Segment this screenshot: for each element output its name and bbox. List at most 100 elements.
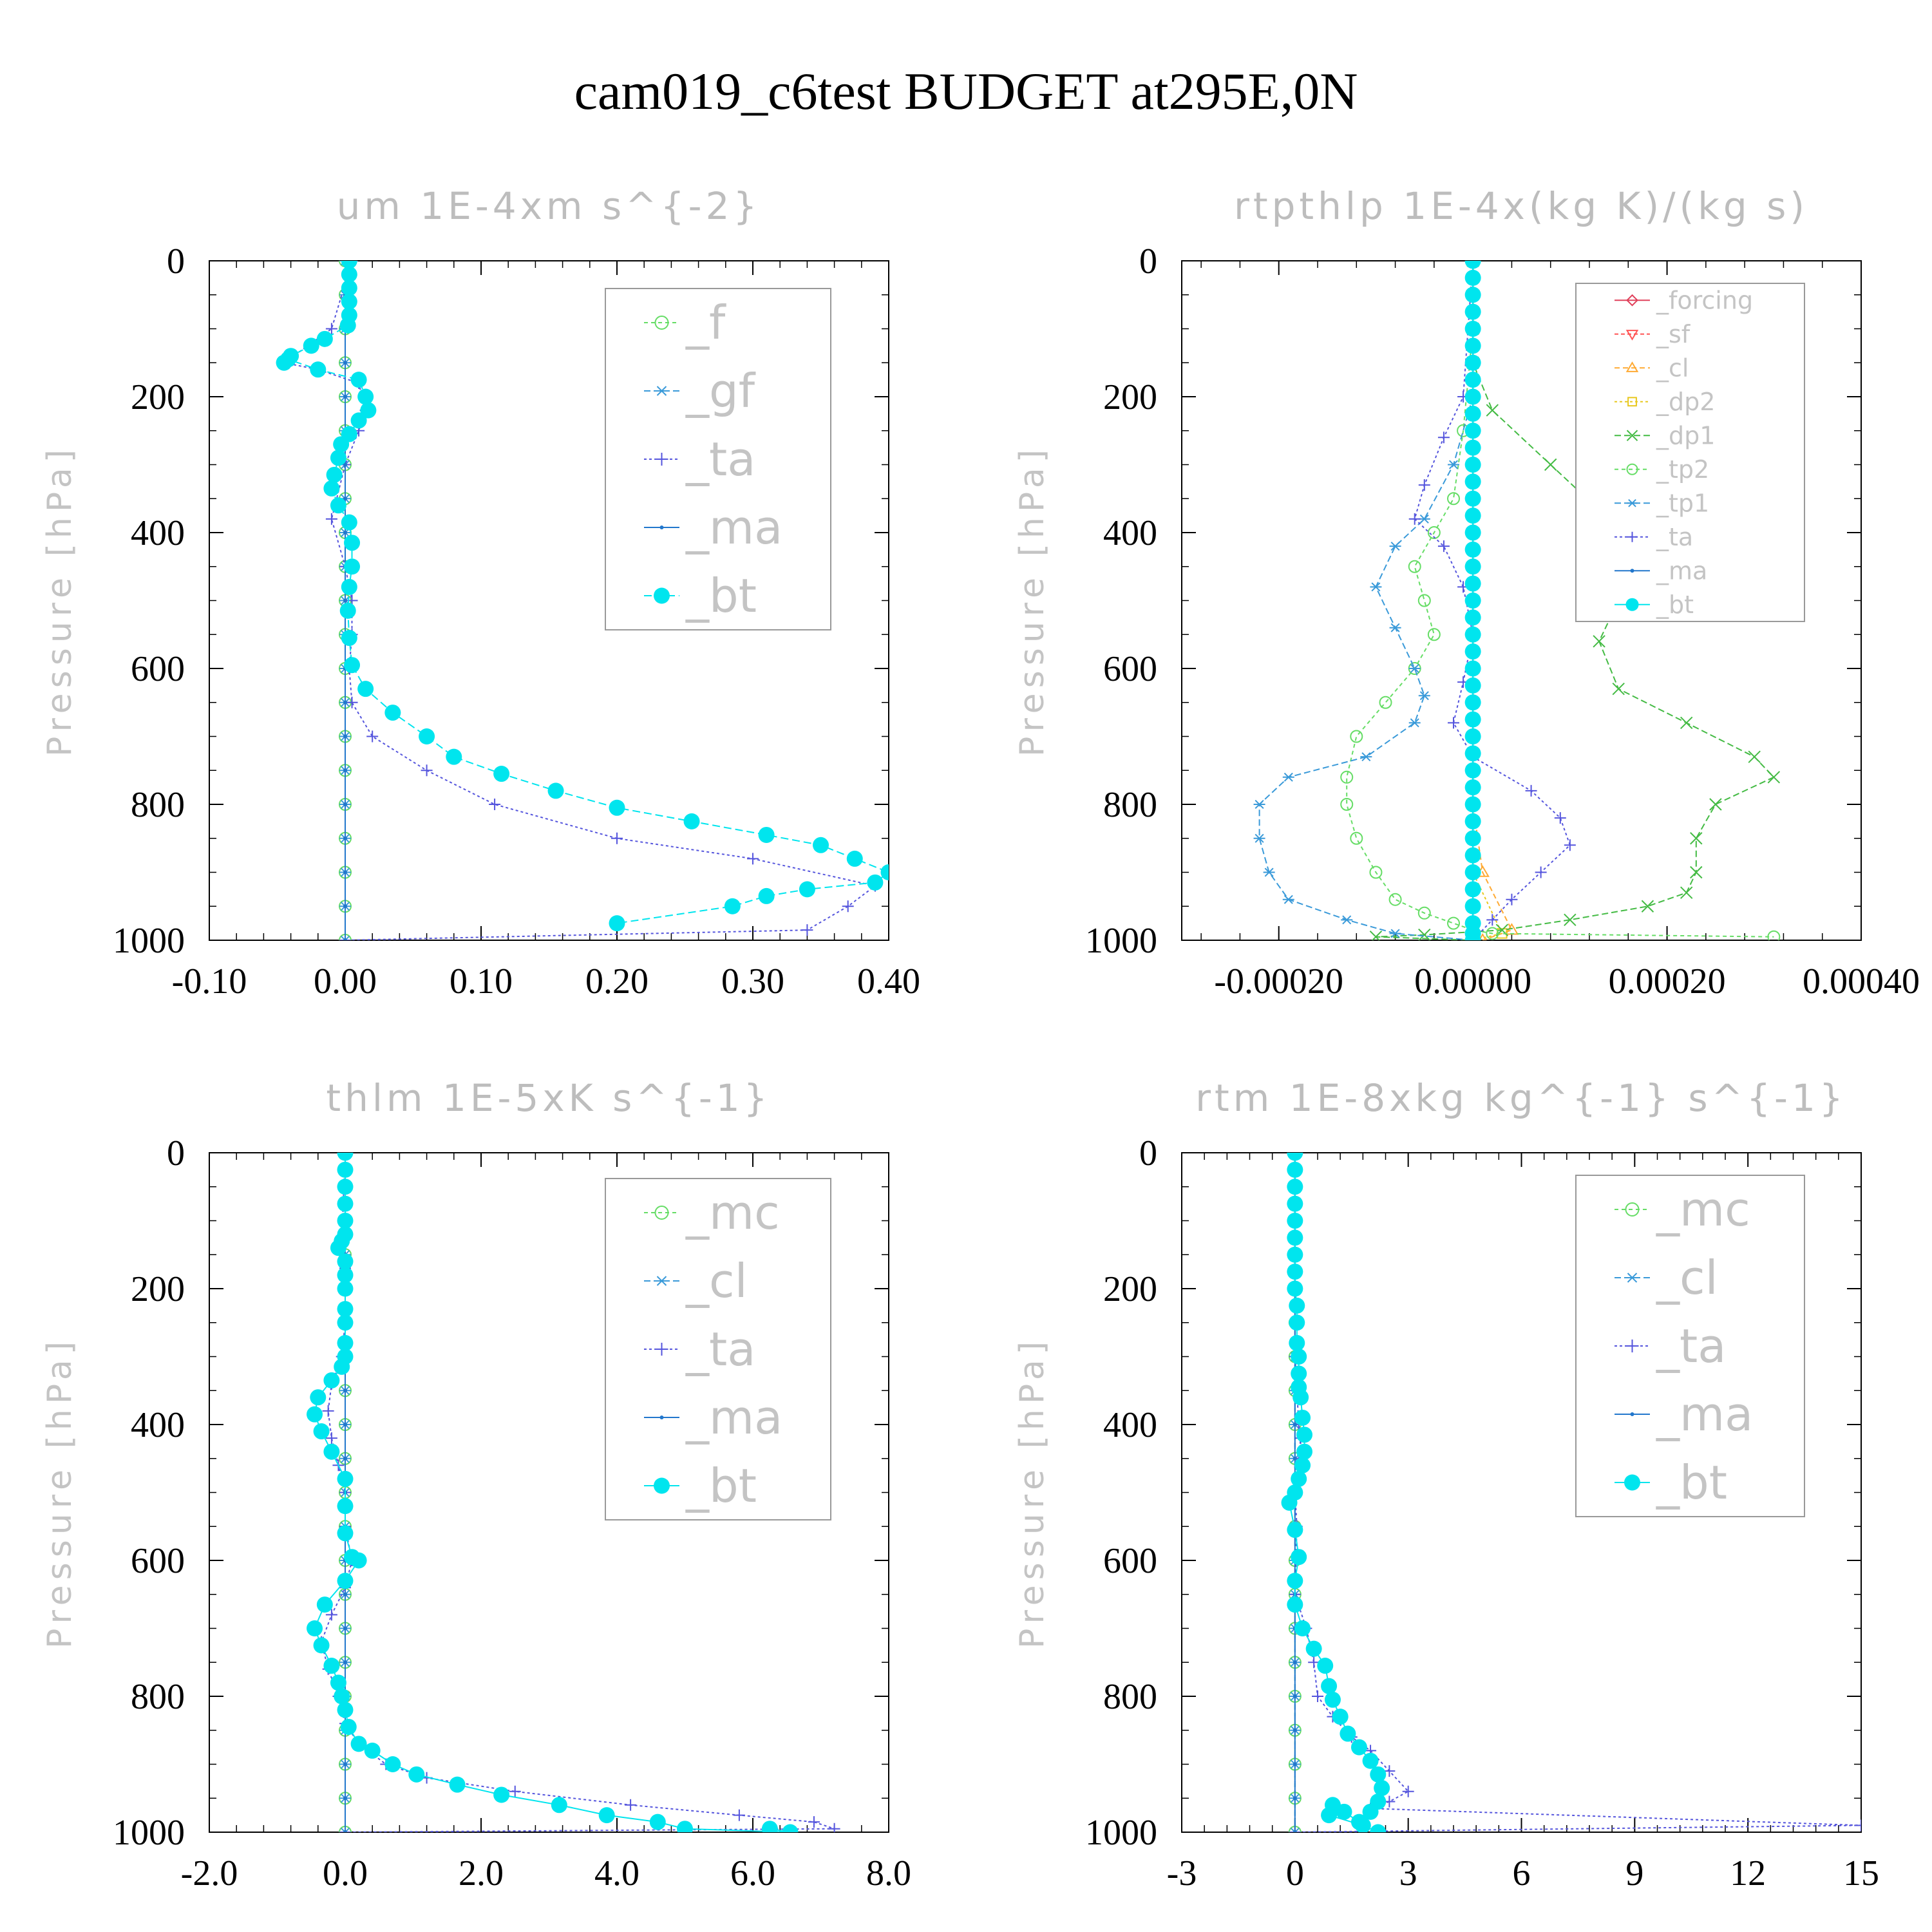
data-point bbox=[1383, 1765, 1396, 1777]
data-point bbox=[1312, 1690, 1323, 1702]
data-point bbox=[1370, 1766, 1387, 1783]
data-point bbox=[801, 924, 813, 936]
x-tick-label: 6 bbox=[1513, 1853, 1531, 1893]
data-point bbox=[1340, 798, 1354, 811]
data-point bbox=[547, 782, 564, 799]
data-point bbox=[334, 1358, 350, 1375]
data-point bbox=[1464, 609, 1481, 626]
series-line bbox=[1414, 261, 1571, 940]
legend-marker bbox=[1627, 397, 1637, 407]
data-point bbox=[337, 1701, 354, 1718]
data-point bbox=[1287, 1596, 1303, 1613]
data-point bbox=[1690, 832, 1703, 845]
legend-marker bbox=[654, 316, 669, 330]
data-point bbox=[1362, 1752, 1379, 1769]
data-point bbox=[344, 657, 361, 674]
data-point bbox=[337, 1334, 354, 1351]
data-point bbox=[339, 1827, 351, 1832]
y-tick-label: 0 bbox=[167, 242, 185, 281]
data-point bbox=[1464, 592, 1481, 609]
data-point bbox=[1447, 492, 1460, 506]
data-point bbox=[1464, 745, 1481, 762]
y-tick-label: 400 bbox=[1103, 513, 1157, 553]
data-point bbox=[343, 395, 347, 399]
data-point bbox=[1448, 460, 1459, 469]
x-tick-label: 15 bbox=[1843, 1853, 1879, 1893]
data-point bbox=[343, 1388, 347, 1393]
x-tick-label: 0.30 bbox=[721, 961, 784, 1001]
data-point bbox=[341, 279, 357, 296]
x-tick-label: 6.0 bbox=[730, 1853, 775, 1893]
y-axis-label: Pressure [hPa] bbox=[41, 1336, 79, 1649]
data-point bbox=[1308, 1656, 1320, 1669]
data-point bbox=[758, 826, 775, 843]
data-point bbox=[384, 1756, 401, 1772]
series-ma bbox=[343, 261, 347, 940]
data-point bbox=[842, 900, 854, 913]
legend: _mc _cl _ta _ma _bt bbox=[605, 1178, 831, 1520]
data-point bbox=[343, 802, 347, 806]
data-point bbox=[1448, 717, 1459, 729]
data-point bbox=[341, 578, 357, 595]
data-point bbox=[1464, 847, 1481, 864]
y-axis-label: Pressure [hPa] bbox=[1013, 444, 1052, 757]
data-point bbox=[316, 1596, 333, 1613]
data-point bbox=[1305, 1640, 1322, 1657]
data-point bbox=[1544, 458, 1557, 471]
y-tick-label: 800 bbox=[1103, 785, 1157, 825]
data-point bbox=[1564, 913, 1577, 927]
data-point bbox=[1287, 1213, 1303, 1229]
data-point bbox=[323, 1658, 340, 1674]
data-point bbox=[343, 734, 347, 739]
data-point bbox=[337, 1314, 354, 1331]
data-point bbox=[1464, 796, 1481, 813]
data-point bbox=[1464, 287, 1481, 303]
series-line bbox=[1346, 261, 1774, 938]
data-point bbox=[1287, 1229, 1303, 1246]
plot-area bbox=[1253, 261, 1781, 940]
data-point bbox=[366, 730, 379, 743]
data-point bbox=[493, 766, 510, 782]
data-point bbox=[1402, 1785, 1414, 1797]
x-tick-label: -0.00020 bbox=[1214, 961, 1343, 1001]
panel-title: thlm 1E-5xK s^{-1} bbox=[326, 1076, 771, 1120]
data-point bbox=[1389, 542, 1401, 551]
legend-label: _mc bbox=[685, 1186, 780, 1240]
legend-marker bbox=[655, 1343, 668, 1356]
data-point bbox=[677, 1821, 693, 1832]
data-point bbox=[323, 1372, 340, 1388]
legend-label: _ta bbox=[685, 1322, 755, 1376]
data-point bbox=[337, 1253, 354, 1270]
panel-title: um 1E-4xm s^{-2} bbox=[337, 184, 761, 228]
data-point bbox=[1464, 830, 1481, 847]
data-point bbox=[808, 1816, 820, 1828]
data-point bbox=[1293, 1728, 1297, 1732]
data-point bbox=[313, 1637, 330, 1654]
legend-label: _cl bbox=[1656, 354, 1689, 383]
series-ta bbox=[1408, 261, 1576, 940]
data-point bbox=[357, 681, 374, 697]
plot-area bbox=[1281, 1153, 1861, 1832]
data-point bbox=[330, 1240, 346, 1256]
data-point bbox=[1287, 1264, 1303, 1280]
data-point bbox=[350, 1736, 367, 1752]
data-point bbox=[1282, 895, 1294, 904]
data-point bbox=[343, 462, 347, 467]
legend-label: _ma bbox=[685, 1390, 782, 1444]
data-point bbox=[325, 323, 337, 335]
data-point bbox=[343, 361, 347, 365]
data-point bbox=[724, 898, 741, 914]
data-point bbox=[1525, 784, 1537, 797]
legend-label: _f bbox=[685, 296, 726, 350]
data-point bbox=[1464, 711, 1481, 728]
data-point bbox=[1464, 728, 1481, 744]
x-tick-label: 0.40 bbox=[857, 961, 920, 1001]
data-point bbox=[1564, 839, 1576, 851]
panel-4: rtm 1E-8xkg kg^{-1} s^{-1} Pressure [hPa]… bbox=[1013, 1076, 1879, 1893]
data-point bbox=[813, 837, 829, 853]
legend-box bbox=[1575, 1175, 1805, 1517]
legend: _f _gf _ta _ma _bt bbox=[605, 288, 831, 630]
legend-marker bbox=[1630, 569, 1634, 573]
y-tick-label: 400 bbox=[131, 1405, 185, 1445]
legend: _forcing _sf _cl _dp2 _dp1 _tp2 _tp1 _ta _ma _bt bbox=[1575, 283, 1805, 622]
